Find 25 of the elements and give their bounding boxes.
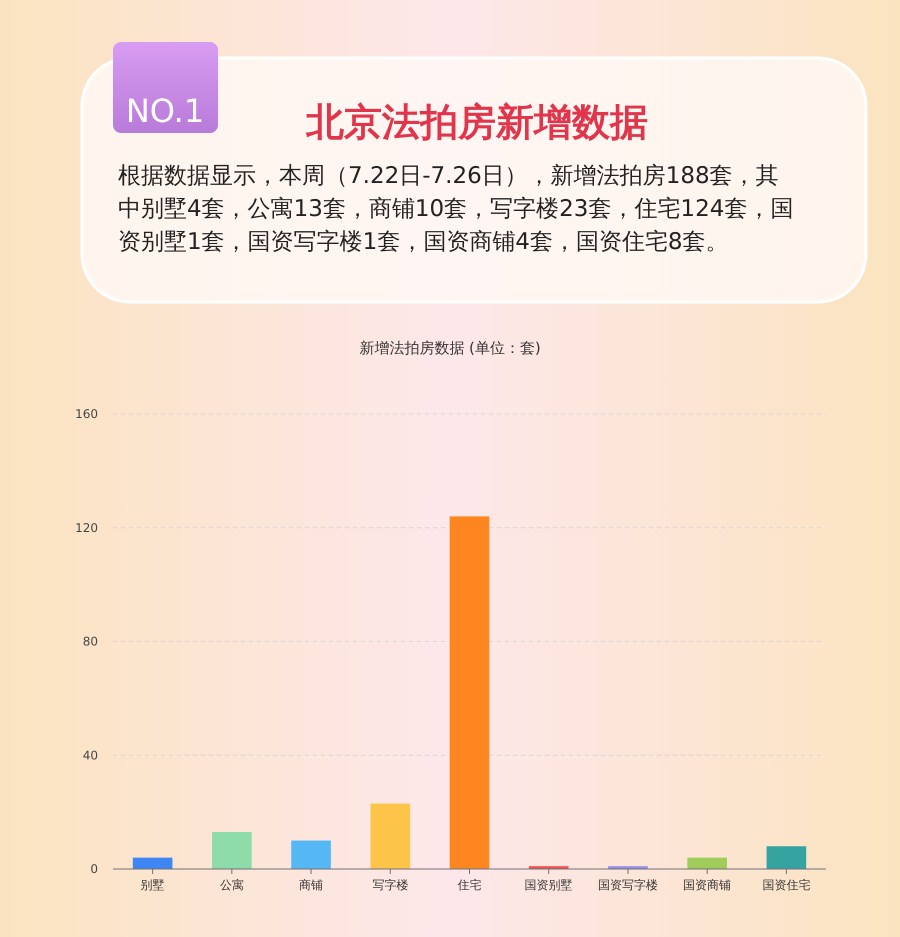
x-tick-label: 公寓	[220, 878, 244, 892]
x-tick-label: 住宅	[456, 878, 482, 892]
bar	[291, 840, 331, 869]
text: 新增法拍房数据 (单位：套)	[359, 339, 541, 357]
text: NO.1	[126, 92, 204, 130]
bar	[370, 804, 410, 869]
x-tick-label: 别墅	[140, 878, 165, 892]
x-tick-label: 国资商铺	[683, 878, 732, 892]
x-tick-label: 商铺	[299, 878, 324, 892]
y-tick-label: 160	[75, 407, 98, 421]
bar	[766, 846, 806, 869]
x-tick-label: 国资写字楼	[598, 878, 658, 892]
y-tick-label: 40	[82, 748, 98, 762]
chart-subtitle: 根据数据显示，本周（7.22日-7.26日），新增法拍房188套，其中别墅4套，公寓13套，商铺10套，写字楼23套，住宅124套，国资别墅1套，国资写字楼1套，国资商铺4套，国资住宅8套。	[118, 163, 794, 255]
x-tick-label: 国资别墅	[524, 878, 573, 892]
y-tick-label: 80	[82, 634, 98, 648]
y-tick-label: 0	[90, 862, 98, 876]
x-tick-label: 写字楼	[372, 878, 408, 892]
x-tick-label: 国资住宅	[762, 878, 810, 892]
bar	[450, 516, 490, 869]
bar	[687, 858, 727, 869]
y-tick-label: 120	[75, 520, 98, 535]
bar	[212, 832, 252, 869]
bar	[132, 858, 172, 869]
chart-title: 北京法拍房新增数据	[305, 100, 648, 144]
